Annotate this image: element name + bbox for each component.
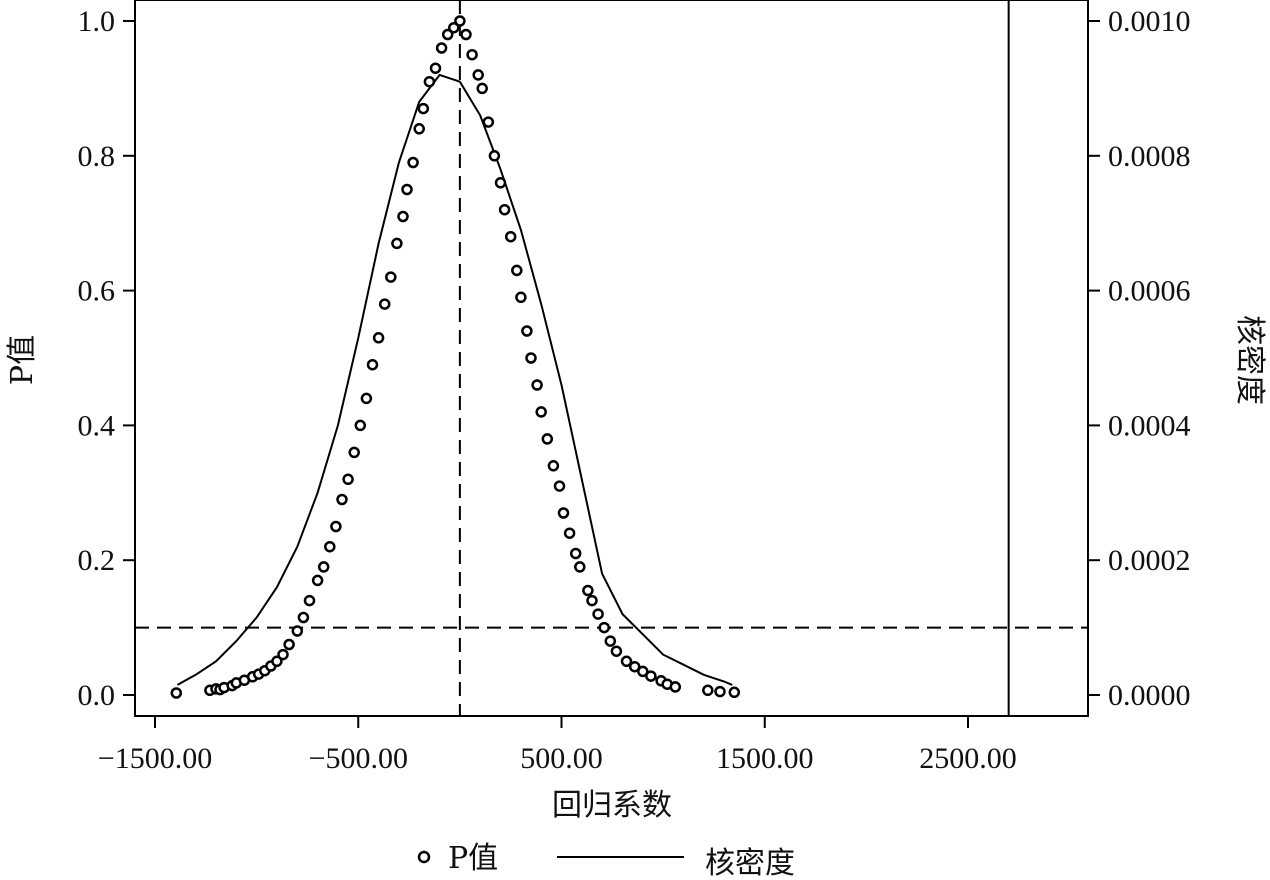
pvalue-point [283,638,295,651]
pvalue-point [553,480,566,492]
y-right-tick-label: 0.0002 [1108,544,1191,577]
pvalue-point [391,237,403,250]
x-tick-label: 2500.00 [919,742,1017,775]
pvalue-point [476,82,488,95]
pvalue-point [515,291,527,304]
pvalue-point [401,183,413,196]
pvalue-point [637,665,649,678]
pvalue-point [702,684,714,697]
pvalue-point [317,561,330,573]
y-right-tick-label: 0.0008 [1108,140,1191,173]
y-right-tick-label: 0.0004 [1108,409,1191,442]
pvalue-point [586,594,598,607]
x-tick-label: 1500.00 [716,742,814,775]
density-series-line [176,73,733,686]
x-tick-label: −500.00 [309,742,408,775]
pvalue-point [354,419,367,432]
pvalue-point [531,379,543,391]
pvalue-point [348,446,360,459]
legend-pvalue-label: P值 [448,841,498,876]
y-left-tick-label: 0.8 [78,140,116,173]
y-left-tick-label: 0.6 [78,275,116,308]
y-left-tick-label: 1.0 [78,5,116,38]
y-axis-left: 0.0 0.2 0.4 0.6 0.8 1.0 [78,5,135,712]
pvalue-point [407,156,419,169]
pvalue-point [277,648,289,661]
pvalue-point [592,608,604,620]
pvalue-point [472,69,484,81]
pvalue-point [569,547,582,560]
pvalue-point [372,332,385,344]
pvalue-point [303,594,316,607]
pvalue-point [336,493,348,506]
pvalue-point [645,670,657,682]
pvalue-point [557,507,570,519]
pvalue-point [541,433,554,445]
pvalue-point [494,177,507,189]
pvalue-point [488,150,501,162]
pvalue-point [330,520,342,533]
pvalue-point [435,42,448,54]
pvalue-point [535,406,547,418]
y-axis-left-title: P值 [5,335,40,385]
pvalue-point [342,473,354,486]
pvalue-point [482,116,495,128]
plot-frame [134,0,1089,717]
pvalue-point [574,561,586,573]
pvalue-point [504,230,517,243]
pvalue-point [324,540,336,553]
pvalue-point [466,48,478,61]
pvalue-point [628,660,641,673]
y-left-tick-label: 0.4 [78,409,116,442]
x-axis: −1500.00 −500.00 500.00 1500.00 2500.00 [98,716,1017,775]
legend-pvalue-marker [417,850,431,864]
pvalue-point [360,392,373,405]
y-axis-right: 0.0000 0.0002 0.0004 0.0006 0.0008 0.0010 [1088,5,1191,712]
pvalue-point [498,203,511,216]
pvalue-point [397,210,409,223]
pvalue-point [511,264,523,277]
pvalue-point [385,271,397,283]
y-left-tick-label: 0.2 [78,544,116,577]
pvalue-point [728,686,741,699]
x-tick-label: −1500.00 [98,742,212,775]
pvalue-point [311,574,324,587]
pvalue-point [563,527,576,539]
pvalue-point [417,102,430,115]
y-right-tick-label: 0.0010 [1108,5,1191,38]
pvalue-point [448,21,460,34]
y-axis-right-title: 核密度 [1232,315,1267,405]
pvalue-point [423,75,436,88]
pvalue-point [714,685,726,698]
y-left-tick-label: 0.0 [78,679,116,712]
pvalue-point [582,584,594,597]
pvalue-point [429,62,442,74]
pvalue-point [521,325,533,337]
pvalue-point [170,687,183,699]
pvalue-point [297,611,310,624]
pvalue-point [460,28,472,41]
x-tick-label: 500.00 [520,742,603,775]
pvalue-point [291,625,304,637]
legend: P值 核密度 [417,841,795,880]
pvalue-point [441,28,454,41]
legend-density-label: 核密度 [705,846,795,880]
y-right-tick-label: 0.0000 [1108,679,1191,712]
pvalue-point [378,298,391,310]
pvalue-point [366,358,379,371]
pvalue-point [598,621,610,634]
pvalue-point [669,681,682,693]
pvalue-point [547,460,560,472]
pvalue-point [604,635,617,647]
pvalue-point [610,645,623,657]
pvalue-point [525,352,537,364]
pvalue-point [413,123,425,135]
pvalue-point [454,15,466,27]
pvalue-point [271,655,283,668]
y-right-tick-label: 0.0006 [1108,275,1191,308]
x-axis-title: 回归系数 [552,788,672,823]
pvalue-series [170,15,741,699]
pvalue-point [620,655,633,668]
